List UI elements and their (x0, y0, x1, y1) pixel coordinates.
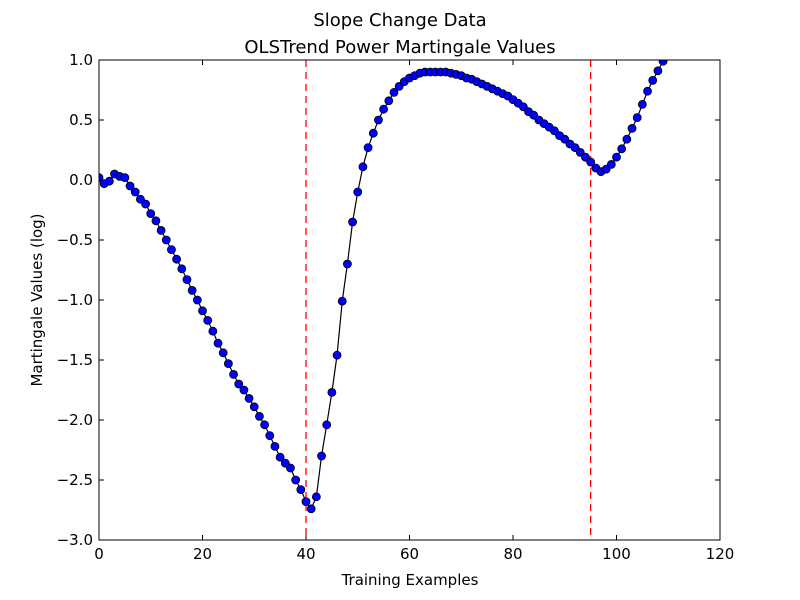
data-point (120, 173, 130, 183)
data-point (648, 76, 658, 85)
data-point (301, 497, 311, 507)
x-tick-label: 60 (400, 545, 419, 563)
x-tick-label: 20 (193, 545, 212, 563)
data-point (379, 104, 389, 114)
y-tick-label: −1.0 (57, 291, 93, 309)
data-point (286, 463, 295, 473)
y-tick-label: 0.0 (69, 171, 93, 189)
data-point (363, 143, 373, 153)
data-point (275, 452, 285, 462)
data-point (208, 326, 218, 336)
data-point (223, 359, 233, 369)
data-point (658, 60, 668, 66)
data-point (317, 451, 326, 461)
data-point (151, 216, 161, 226)
y-tick-label: −1.5 (57, 351, 93, 369)
data-point (643, 86, 652, 96)
data-point (260, 420, 270, 430)
chart-title: Slope Change Data (313, 10, 486, 31)
x-tick-label: 80 (503, 545, 522, 563)
data-point (653, 66, 663, 76)
data-point (104, 176, 114, 186)
y-tick-label: −0.5 (57, 231, 93, 249)
y-tick-label: 1.0 (69, 51, 93, 69)
data-point (192, 295, 202, 305)
y-tick-label: −2.0 (57, 411, 93, 429)
data-point (606, 159, 616, 169)
data-point (617, 144, 627, 154)
data-point (270, 441, 280, 451)
data-point (265, 431, 275, 441)
y-tick-label: −3.0 (57, 531, 93, 549)
x-tick-label: 40 (296, 545, 315, 563)
data-point (249, 402, 259, 412)
data-point (146, 209, 156, 219)
data-point (384, 96, 394, 106)
data-point (198, 306, 207, 316)
data-point (348, 217, 357, 227)
plot-frame (98, 59, 721, 541)
data-point (622, 134, 632, 144)
data-point (291, 475, 301, 485)
data-point (187, 285, 197, 295)
data-point (389, 88, 399, 97)
data-point (627, 123, 637, 133)
x-tick-label: 0 (94, 545, 104, 563)
data-point (612, 152, 621, 162)
data-point (229, 369, 238, 379)
x-axis-label: Training Examples (341, 571, 479, 589)
data-point (203, 315, 213, 325)
plot-area (99, 60, 668, 514)
data-point (368, 128, 378, 138)
data-point (130, 187, 140, 197)
data-point (141, 199, 150, 209)
y-tick-label: −2.5 (57, 471, 93, 489)
data-point (332, 350, 342, 360)
data-point (156, 225, 166, 235)
data-point (296, 485, 306, 495)
data-point (327, 387, 337, 397)
data-point (255, 411, 264, 421)
data-point (182, 275, 192, 285)
x-tick-label: 100 (602, 545, 631, 563)
y-tick-label: 0.5 (69, 111, 93, 129)
data-point (234, 379, 244, 389)
data-point (239, 385, 249, 395)
data-point (167, 245, 176, 255)
data-point (337, 296, 347, 306)
y-axis-label: Martingale Values (log) (28, 213, 46, 386)
data-point (586, 157, 596, 167)
data-point (125, 181, 135, 191)
data-point (218, 348, 228, 358)
data-point (172, 254, 182, 264)
data-point (353, 187, 363, 197)
data-point (342, 259, 352, 269)
data-point (177, 264, 187, 274)
data-point (161, 235, 171, 245)
data-point (311, 492, 321, 502)
data-point (244, 393, 254, 403)
data-point (213, 338, 223, 348)
chart-subtitle: OLSTrend Power Martingale Values (244, 37, 555, 58)
data-point (637, 100, 647, 109)
data-point (322, 420, 332, 430)
data-point (632, 113, 642, 122)
data-point (358, 162, 368, 172)
data-point (374, 115, 383, 125)
data-point (99, 173, 104, 182)
data-point (306, 504, 316, 514)
x-tick-label: 120 (706, 545, 735, 563)
